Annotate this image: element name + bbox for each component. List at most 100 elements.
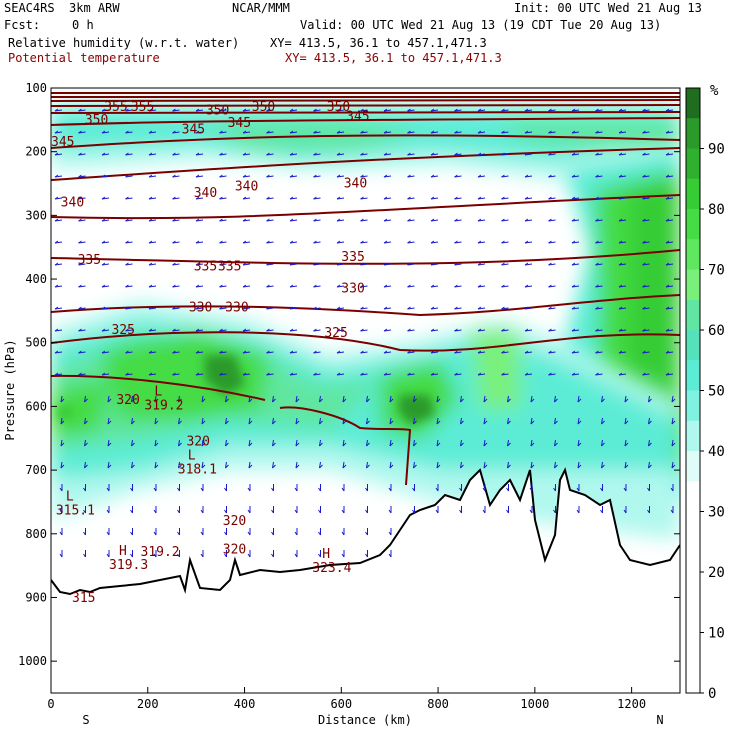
wind-arrow <box>524 329 533 332</box>
wind-arrow-head <box>430 284 435 288</box>
wind-arrow <box>360 307 368 310</box>
wind-arrow <box>524 285 533 288</box>
wind-arrow <box>595 263 603 266</box>
wind-arrow <box>195 307 204 310</box>
wind-arrow-head <box>454 262 458 266</box>
wind-arrow-head <box>219 284 223 288</box>
wind-arrow-head <box>454 152 458 156</box>
wind-arrow-head <box>548 328 552 332</box>
wind-arrow <box>642 373 650 376</box>
wind-arrow <box>407 285 415 288</box>
wind-arrow <box>648 439 650 447</box>
x-tick-label: 200 <box>137 697 159 711</box>
theta-contour-label: 350 <box>327 100 350 115</box>
wind-arrow <box>266 329 274 332</box>
wind-arrow-head <box>648 464 652 469</box>
theta-contour-label: 350 <box>85 113 108 128</box>
x-tick-label: 1000 <box>520 697 549 711</box>
wind-arrow-head <box>106 487 110 492</box>
colorbar-swatch <box>686 118 700 149</box>
wind-arrow <box>665 373 674 376</box>
wind-arrow <box>178 439 180 447</box>
wind-arrow <box>242 241 251 244</box>
wind-arrow-head <box>341 487 345 492</box>
wind-arrow <box>548 351 556 354</box>
wind-arrow <box>413 417 415 425</box>
wind-arrow <box>407 329 415 332</box>
wind-arrow-head <box>642 196 646 200</box>
wind-arrow <box>219 219 227 222</box>
wind-arrow <box>101 351 110 354</box>
wind-arrow <box>242 263 251 266</box>
wind-arrow <box>624 439 627 447</box>
wind-arrow-head <box>671 420 676 425</box>
wind-arrow-head <box>595 306 599 310</box>
wind-arrow-head <box>360 152 364 156</box>
wind-arrow <box>289 219 298 222</box>
wind-arrow <box>430 307 439 310</box>
wind-arrow <box>201 395 204 403</box>
wind-arrow <box>571 241 580 244</box>
wind-arrow <box>272 395 274 403</box>
wind-arrow <box>242 285 251 288</box>
wind-arrow-head <box>524 196 529 200</box>
wind-arrow-head <box>242 262 247 266</box>
wind-arrow <box>242 153 251 156</box>
wind-arrow-head <box>172 218 176 222</box>
wind-arrow <box>266 109 274 112</box>
wind-arrow-head <box>313 306 317 310</box>
wind-arrow-head <box>59 553 63 558</box>
wind-arrow <box>266 373 274 376</box>
wind-arrow-head <box>154 464 159 469</box>
wind-arrow-head <box>101 350 106 354</box>
wind-arrow <box>125 329 133 332</box>
wind-arrow-head <box>454 284 458 288</box>
wind-arrow <box>383 285 392 288</box>
wind-arrow <box>665 241 674 244</box>
wind-arrow-head <box>595 240 599 244</box>
wind-arrow <box>242 373 251 376</box>
wind-arrow-head <box>595 372 599 376</box>
y-tick-label: 100 <box>25 81 47 95</box>
wind-arrow-head <box>454 174 458 178</box>
wind-arrow-head <box>407 328 411 332</box>
wind-arrow <box>195 263 204 266</box>
wind-arrow <box>524 219 533 222</box>
wind-arrow <box>618 285 627 288</box>
wind-arrow <box>242 351 251 354</box>
wind-arrow <box>78 329 86 332</box>
wind-arrow-head <box>524 284 529 288</box>
wind-arrow-head <box>313 262 317 266</box>
wind-arrow-head <box>388 531 392 536</box>
wind-arrow <box>336 373 345 376</box>
wind-arrow-head <box>60 398 65 403</box>
theta-contour-label: 355 <box>131 100 154 115</box>
wind-arrow <box>548 219 556 222</box>
wind-arrow-head <box>78 284 82 288</box>
wind-arrow-head <box>225 420 229 425</box>
wind-arrow-head <box>571 284 576 288</box>
wind-arrow-head <box>336 130 341 134</box>
wind-arrow-head <box>195 130 200 134</box>
wind-arrow-head <box>483 420 488 425</box>
wind-arrow-head <box>618 372 623 376</box>
wind-arrow <box>618 197 627 200</box>
wind-arrow <box>295 395 298 403</box>
wind-arrow-head <box>266 152 270 156</box>
wind-arrow-head <box>153 531 157 536</box>
wind-arrow-head <box>271 509 274 514</box>
wind-arrow-head <box>360 174 364 178</box>
wind-arrow <box>665 351 674 354</box>
wind-arrow-head <box>336 328 341 332</box>
wind-arrow <box>454 263 462 266</box>
wind-arrow <box>319 395 321 403</box>
wind-arrow-head <box>618 262 623 266</box>
wind-arrow-head <box>642 306 646 310</box>
wind-arrow-head <box>642 108 646 112</box>
wind-vectors <box>54 108 676 558</box>
wind-arrow-head <box>388 487 392 492</box>
theta-contour-label: 340 <box>344 177 367 192</box>
wind-arrow <box>225 439 227 447</box>
extremum-marker: H <box>119 544 127 559</box>
wind-arrow-head <box>336 306 341 310</box>
